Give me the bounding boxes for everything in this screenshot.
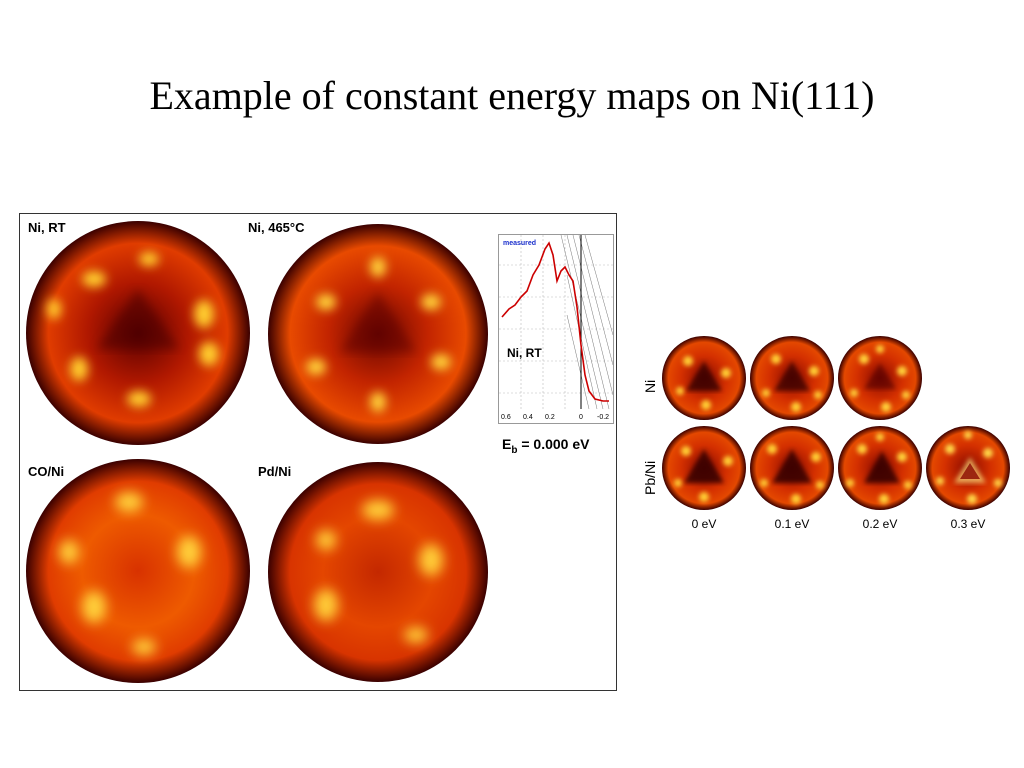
right-figure-panel: Ni Pb/Ni [636, 333, 1012, 535]
photoemission-map-ni-rt [26, 221, 250, 445]
left-figure-panel: Ni, RT Ni, 465°C [19, 213, 617, 691]
photoemission-map-co-ni [26, 459, 250, 683]
binding-energy-symbol: E [502, 436, 512, 452]
slide-title: Example of constant energy maps on Ni(11… [149, 73, 875, 118]
map-grid [662, 336, 1010, 510]
map-ni-0-2ev [838, 336, 922, 420]
column-label-0-2ev: 0.2 eV [862, 517, 898, 531]
column-label-0-1ev: 0.1 eV [774, 517, 810, 531]
map-label-ni-465c: Ni, 465°C [248, 220, 305, 235]
column-label-0-3ev: 0.3 eV [950, 517, 986, 531]
photoemission-map-ni-465c [268, 224, 488, 444]
spectrum-x-tick: 0.2 [545, 414, 555, 421]
spectrum-x-tick: 0.6 [501, 414, 511, 421]
spectrum-x-tick: -0.2 [597, 414, 609, 421]
spectrum-x-tick: 0.4 [523, 414, 533, 421]
map-ni-0-1ev [750, 336, 834, 420]
binding-energy-subscript: b [511, 444, 518, 456]
map-label-co-ni: CO/Ni [28, 464, 65, 479]
spectrum-inset: 0.6 0.4 0.2 0 -0.2 measured Ni, RT [498, 234, 614, 424]
spectrum-x-tick: 0 [579, 414, 583, 421]
binding-energy-value: = 0.000 eV [517, 436, 590, 452]
map-label-pd-ni: Pd/Ni [258, 464, 292, 479]
column-label-0ev: 0 eV [691, 517, 717, 531]
map-ni-0ev [662, 336, 746, 420]
map-pb-ni-0-3ev [926, 426, 1010, 510]
spectrum-plot: 0.6 0.4 0.2 0 -0.2 measured Ni, RT [499, 235, 613, 421]
map-pb-ni-0ev [662, 426, 746, 510]
map-label-ni-rt: Ni, RT [28, 220, 66, 235]
spectrum-label: Ni, RT [507, 346, 542, 360]
binding-energy-label: Eb = 0.000 eV [502, 436, 589, 456]
map-pb-ni-0-1ev [750, 426, 834, 510]
spectrum-legend: measured [503, 240, 536, 247]
photoemission-map-pd-ni [268, 462, 488, 682]
map-pb-ni-0-2ev [838, 426, 922, 510]
